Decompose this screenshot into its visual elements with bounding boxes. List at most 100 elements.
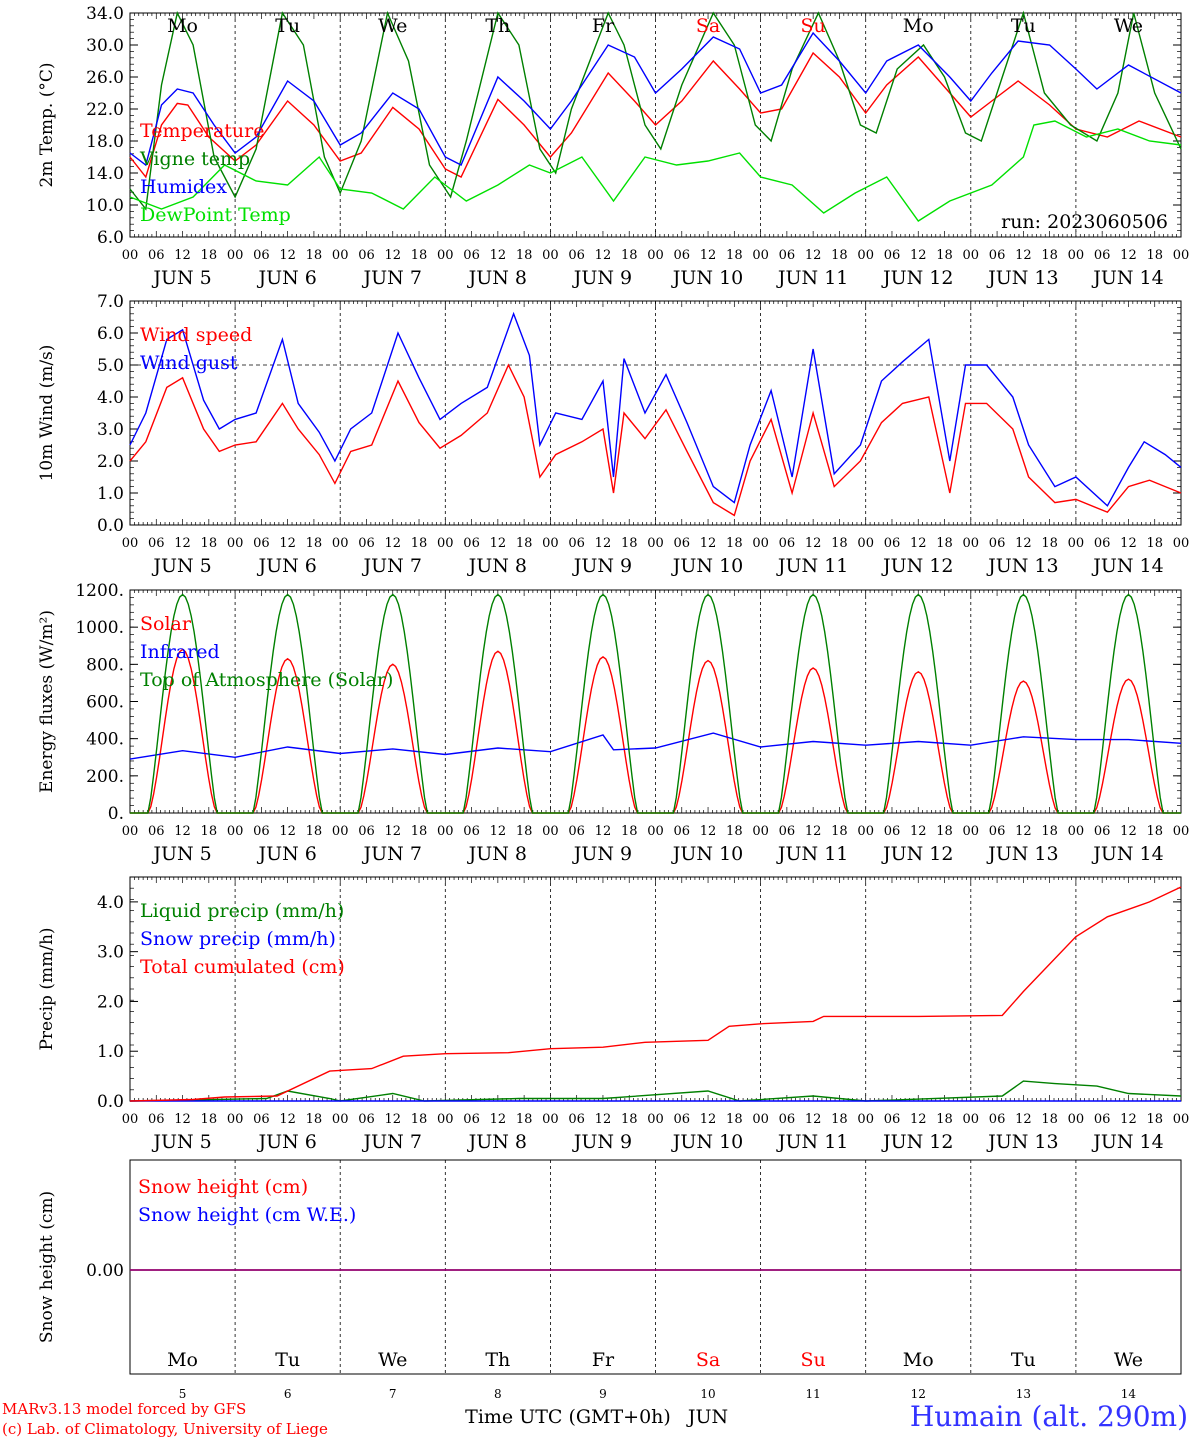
date-label: JUN 9 <box>572 555 632 577</box>
wind-gust-line <box>129 311 1182 507</box>
date-label: JUN 13 <box>986 1131 1058 1153</box>
footer-model-credit: MARv3.13 model forced by GFS <box>2 1400 247 1418</box>
hour-tick-label: 12 <box>174 536 191 551</box>
day-number-label: 12 <box>911 1387 926 1401</box>
hour-tick-label: 06 <box>989 536 1006 551</box>
temperature-line <box>129 51 1182 179</box>
hour-tick-label: 06 <box>463 824 480 839</box>
date-label: JUN 11 <box>776 843 848 865</box>
day-number-label: 14 <box>1121 1387 1137 1401</box>
total-cumulated-cm-line <box>129 886 1182 1102</box>
hour-tick-label: 00 <box>963 824 980 839</box>
date-label: JUN 5 <box>151 843 211 865</box>
y-tick-label: 600. <box>86 693 124 713</box>
hour-tick-label: 00 <box>752 536 769 551</box>
hour-tick-label: 06 <box>568 248 585 263</box>
date-label: JUN 9 <box>572 843 632 865</box>
date-label: JUN 13 <box>986 267 1058 289</box>
hour-tick-label: 00 <box>647 248 664 263</box>
hour-tick-label: 18 <box>1146 1112 1163 1127</box>
hour-tick-label: 06 <box>253 824 270 839</box>
y-tick-label: 2.0 <box>97 452 124 472</box>
wind-speed-legend: Wind speed <box>140 324 252 346</box>
weekday-label-bottom: We <box>378 1349 407 1371</box>
hour-tick-label: 00 <box>542 1112 559 1127</box>
hour-tick-label: 06 <box>358 1112 375 1127</box>
liquid-precip-mm-h-legend: Liquid precip (mm/h) <box>140 900 344 922</box>
weekday-label-top: Tu <box>1011 15 1036 37</box>
date-label: JUN 6 <box>256 843 316 865</box>
date-label: JUN 14 <box>1091 267 1163 289</box>
date-label: JUN 11 <box>776 555 848 577</box>
hour-tick-label: 18 <box>1041 248 1058 263</box>
hour-tick-label: 06 <box>253 248 270 263</box>
hour-tick-label: 18 <box>621 824 638 839</box>
y-tick-label: 0.0 <box>97 516 124 536</box>
hour-tick-label: 06 <box>779 824 796 839</box>
hour-tick-label: 06 <box>148 536 165 551</box>
y-tick-label: 18.0 <box>86 132 124 152</box>
hour-tick-label: 12 <box>279 536 296 551</box>
hour-tick-label: 12 <box>1015 248 1032 263</box>
x-axis-title: Time UTC (GMT+0h) <box>465 1406 671 1428</box>
hour-tick-label: 18 <box>516 536 533 551</box>
panel-frame <box>129 589 1182 814</box>
hour-tick-label: 18 <box>516 248 533 263</box>
date-label: JUN 10 <box>671 267 743 289</box>
hour-tick-label: 00 <box>1068 1112 1085 1127</box>
y-tick-label: 34.0 <box>86 4 124 24</box>
hour-tick-label: 00 <box>857 824 874 839</box>
hour-tick-label: 00 <box>1173 1112 1190 1127</box>
hour-tick-label: 12 <box>490 1112 507 1127</box>
hour-tick-label: 00 <box>122 248 139 263</box>
hour-tick-label: 06 <box>568 536 585 551</box>
infrared-legend: Infrared <box>140 641 220 663</box>
hour-tick-label: 12 <box>1015 536 1032 551</box>
hour-tick-label: 12 <box>279 1112 296 1127</box>
hour-tick-label: 06 <box>568 1112 585 1127</box>
y-tick-label: 800. <box>86 655 124 675</box>
hour-tick-label: 12 <box>805 824 822 839</box>
day-number-label: 5 <box>179 1387 187 1401</box>
date-label: JUN 8 <box>467 267 527 289</box>
y-tick-label: 2.0 <box>97 992 124 1012</box>
hour-tick-label: 00 <box>857 248 874 263</box>
hour-tick-label: 06 <box>989 248 1006 263</box>
hour-tick-label: 00 <box>227 824 244 839</box>
hour-tick-label: 18 <box>411 248 428 263</box>
liquid-precip-mm-h-line <box>129 1080 1182 1102</box>
snow-precip-mm-h-legend: Snow precip (mm/h) <box>140 928 336 950</box>
hour-tick-label: 06 <box>253 536 270 551</box>
y-axis-title: Precip (mm/h) <box>37 927 57 1050</box>
y-axis-title: 10m Wind (m/s) <box>37 345 57 482</box>
date-label: JUN 5 <box>151 555 211 577</box>
weekday-label-top: Mo <box>167 15 198 37</box>
y-tick-label: 1200. <box>75 581 124 601</box>
hour-tick-label: 12 <box>1120 1112 1137 1127</box>
y-tick-label: 7.0 <box>97 292 124 312</box>
hour-tick-label: 18 <box>936 248 953 263</box>
hour-tick-label: 06 <box>989 1112 1006 1127</box>
hour-tick-label: 18 <box>1146 536 1163 551</box>
hour-tick-label: 00 <box>542 824 559 839</box>
weekday-label-top: Fr <box>592 15 615 37</box>
humidex-line <box>129 31 1182 167</box>
date-label: JUN 6 <box>256 267 316 289</box>
weekday-label-top: Mo <box>903 15 934 37</box>
station-title: Humain (alt. 290m) <box>909 1400 1188 1433</box>
hour-tick-label: 00 <box>122 1112 139 1127</box>
hour-tick-label: 18 <box>726 248 743 263</box>
hour-tick-label: 12 <box>910 824 927 839</box>
hour-tick-label: 00 <box>752 824 769 839</box>
hour-tick-label: 12 <box>595 248 612 263</box>
hour-tick-label: 06 <box>989 824 1006 839</box>
weekday-label-bottom: Su <box>801 1349 826 1371</box>
date-label: JUN 9 <box>572 1131 632 1153</box>
hour-tick-label: 12 <box>1015 824 1032 839</box>
hour-tick-label: 12 <box>700 824 717 839</box>
vigne-temp-legend: Vigne temp <box>139 148 250 170</box>
y-tick-label: 14.0 <box>86 164 124 184</box>
day-number-label: 10 <box>700 1387 715 1401</box>
hour-tick-label: 18 <box>201 1112 218 1127</box>
